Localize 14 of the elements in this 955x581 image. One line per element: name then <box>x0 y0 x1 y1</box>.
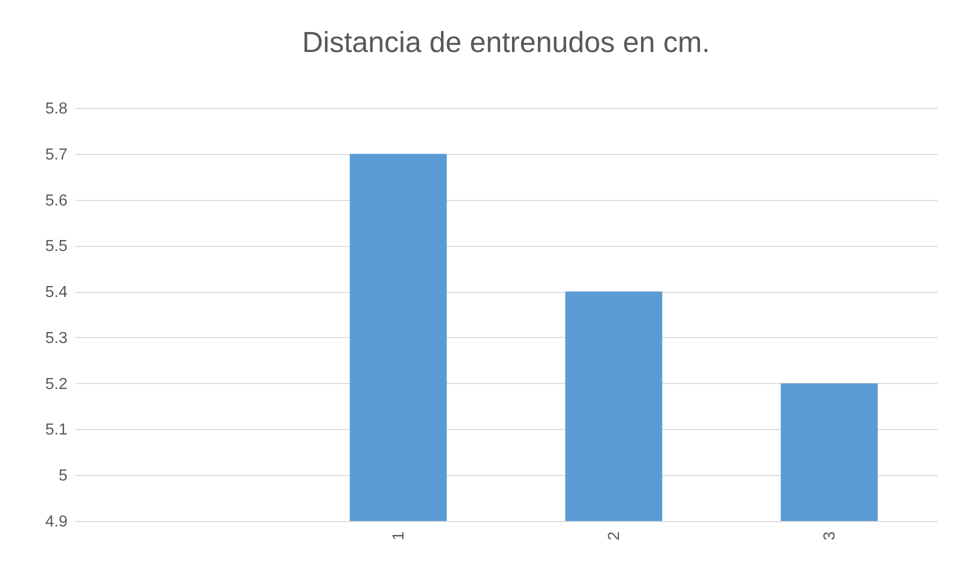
chart-title: Distancia de entrenudos en cm. <box>302 27 710 59</box>
x-tick-label: 3 <box>821 531 838 540</box>
x-tick-label: 1 <box>390 531 408 540</box>
y-tick-label: 5 <box>58 468 68 485</box>
y-tick-label: 5.4 <box>45 284 68 302</box>
y-tick-label: 5.7 <box>45 146 68 164</box>
y-tick-label: 5.3 <box>45 330 68 347</box>
y-tick-label: 5.1 <box>45 422 68 439</box>
y-tick-label: 4.9 <box>45 514 68 530</box>
x-tick-label: 2 <box>606 531 623 540</box>
y-tick-label: 5.8 <box>45 100 68 118</box>
y-tick-label: 5.6 <box>45 192 68 210</box>
y-tick-label: 5.5 <box>45 238 68 256</box>
y-tick-label: 5.2 <box>45 376 68 393</box>
